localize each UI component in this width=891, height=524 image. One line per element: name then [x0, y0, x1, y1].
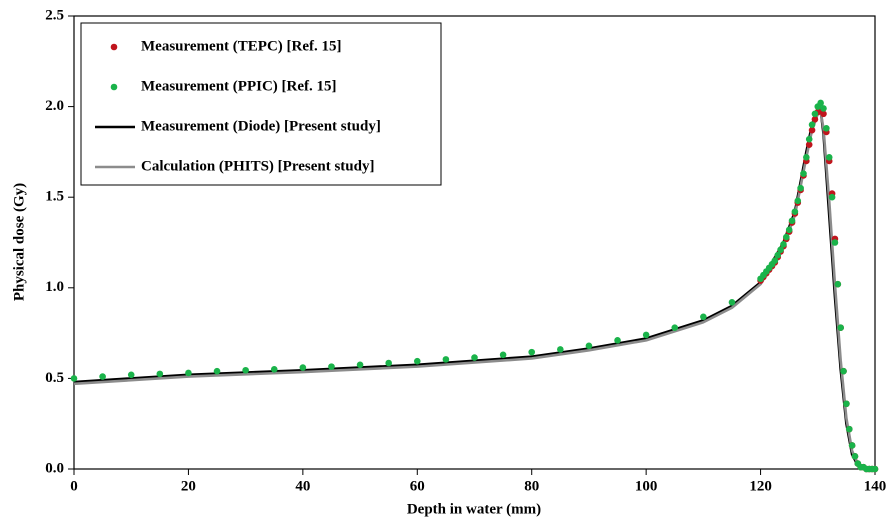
- plot-frame: [73, 15, 876, 470]
- data-point: [642, 331, 650, 339]
- data-point: [848, 442, 856, 449]
- data-point: [356, 361, 364, 369]
- x-tick-label: 140: [864, 478, 887, 494]
- data-point: [213, 367, 221, 375]
- data-point: [585, 342, 593, 350]
- x-tick-label: 100: [635, 478, 658, 494]
- data-point: [791, 208, 799, 215]
- data-point: [783, 233, 790, 241]
- data-point: [156, 370, 164, 378]
- y-tick-label: 2.0: [45, 98, 64, 114]
- data-point: [817, 99, 824, 107]
- data-point: [700, 313, 707, 321]
- data-point: [671, 324, 679, 331]
- data-point: [845, 425, 853, 433]
- data-point: [385, 359, 392, 367]
- data-point: [499, 351, 507, 359]
- legend-marker: [110, 43, 118, 51]
- legend-label: Measurement (Diode) [Present study]: [141, 118, 381, 134]
- data-point: [837, 324, 844, 331]
- data-point: [871, 465, 879, 473]
- data-point: [788, 217, 796, 225]
- data-point: [831, 239, 839, 246]
- data-point: [270, 366, 278, 373]
- data-point: [413, 357, 421, 365]
- data-point: [785, 226, 793, 234]
- data-point: [834, 280, 842, 288]
- data-point: [242, 366, 249, 374]
- y-tick-label: 1.0: [45, 279, 64, 295]
- x-tick-label: 40: [295, 478, 310, 494]
- data-point: [803, 154, 810, 161]
- data-point: [843, 400, 850, 408]
- data-point: [728, 298, 736, 306]
- data-point: [828, 193, 836, 201]
- data-point: [99, 373, 106, 380]
- y-tick-label: 2.5: [45, 7, 64, 23]
- data-point: [614, 337, 621, 344]
- data-point: [780, 241, 787, 248]
- legend-label: Measurement (PPIC) [Ref. 15]: [141, 78, 337, 94]
- data-point: [70, 375, 78, 382]
- data-point: [808, 126, 816, 134]
- x-axis-label: Depth in water (mm): [407, 501, 541, 517]
- data-point: [851, 453, 859, 460]
- data-point: [471, 354, 478, 361]
- y-tick-label: 0.5: [45, 370, 64, 386]
- data-point: [811, 115, 819, 123]
- data-point: [185, 369, 192, 377]
- data-point: [805, 141, 813, 148]
- data-point: [557, 346, 564, 353]
- x-tick-label: 0: [70, 478, 78, 494]
- data-point: [805, 135, 813, 143]
- y-axis-label: Physical dose (Gy): [11, 183, 27, 301]
- data-point: [820, 105, 827, 112]
- data-point: [328, 363, 335, 370]
- data-point: [800, 170, 807, 177]
- x-tick-label: 60: [410, 478, 425, 494]
- x-tick-label: 20: [181, 478, 196, 494]
- data-point: [797, 184, 804, 192]
- x-tick-label: 80: [524, 478, 539, 494]
- data-point: [820, 110, 827, 118]
- data-point: [299, 364, 307, 371]
- data-point: [808, 121, 816, 129]
- data-point: [777, 246, 784, 254]
- legend-label: Calculation (PHITS) [Present study]: [141, 158, 374, 174]
- data-point: [840, 367, 847, 375]
- x-tick-label: 120: [749, 478, 772, 494]
- y-tick-label: 0.0: [45, 460, 64, 476]
- data-point: [774, 251, 782, 259]
- data-point: [794, 197, 802, 205]
- y-tick-label: 1.5: [45, 189, 64, 205]
- legend-marker: [110, 83, 118, 91]
- data-point: [825, 154, 833, 161]
- data-point: [442, 356, 450, 363]
- data-point: [771, 257, 779, 264]
- data-point: [823, 125, 830, 132]
- data-point: [127, 371, 135, 379]
- legend-box: [80, 22, 442, 186]
- data-point: [811, 110, 819, 118]
- legend-label: Measurement (TEPC) [Ref. 15]: [141, 38, 342, 54]
- data-point: [528, 348, 536, 356]
